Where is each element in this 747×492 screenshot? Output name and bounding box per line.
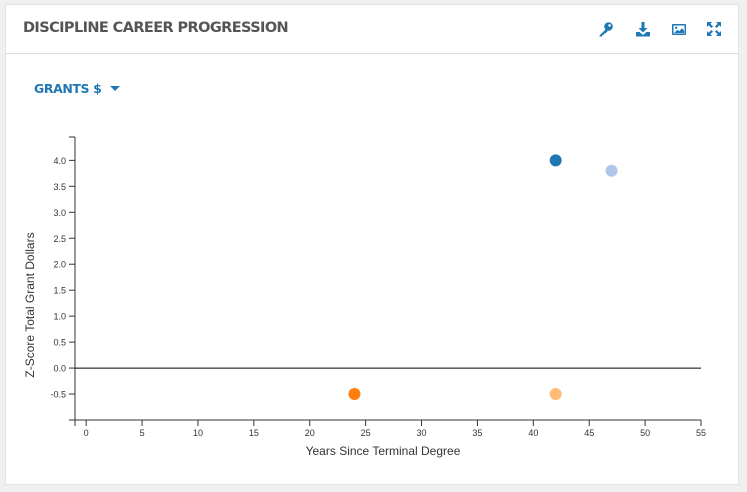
panel-title: DISCIPLINE CAREER PROGRESSION [23, 20, 289, 36]
x-tick-label: 5 [140, 428, 145, 438]
x-tick-label: 35 [472, 428, 482, 438]
x-tick-label: 20 [305, 428, 315, 438]
y-axis-title: Z-Score Total Grant Dollars [23, 232, 37, 377]
panel-header: DISCIPLINE CAREER PROGRESSION [6, 5, 738, 54]
y-tick-label: 0.0 [53, 364, 66, 374]
scatter-point [549, 388, 562, 401]
x-tick-label: 45 [584, 428, 594, 438]
x-tick-label: 15 [249, 428, 259, 438]
y-tick-label: -0.5 [50, 390, 66, 400]
x-tick-label: 40 [528, 428, 538, 438]
scatter-chart: -0.5 0.0 0.5 1.0 1.5 2.0 2.5 3.0 3.5 4.0 0 5 10 15 20 2… [23, 136, 706, 458]
scatter-point [605, 164, 618, 177]
metric-dropdown[interactable]: GRANTS $ [34, 81, 121, 96]
metric-dropdown-label: GRANTS $ [34, 81, 102, 96]
y-tick-label: 2.5 [53, 234, 66, 244]
y-tick-label: 2.0 [53, 260, 66, 270]
y-tick-label: 4.0 [53, 156, 66, 166]
x-tick-label: 30 [417, 428, 427, 438]
x-tick-label: 0 [84, 428, 89, 438]
expand-icon[interactable] [706, 21, 722, 37]
scatter-point [348, 388, 361, 401]
x-tick-label: 25 [361, 428, 371, 438]
y-tick-label: 1.0 [53, 312, 66, 322]
image-icon[interactable] [671, 21, 687, 37]
x-axis-title: Years Since Terminal Degree [306, 444, 461, 458]
y-tick-label: 1.5 [53, 286, 66, 296]
caret-down-icon [110, 86, 121, 91]
x-tick-label: 10 [193, 428, 203, 438]
scatter-point [549, 154, 562, 167]
y-tick-label: 3.0 [53, 208, 66, 218]
download-icon[interactable] [635, 21, 651, 37]
career-progression-panel: DISCIPLINE CAREER PROGRESSION GRANTS $ -… [5, 4, 739, 485]
y-tick-label: 0.5 [53, 338, 66, 348]
x-tick-label: 55 [696, 428, 706, 438]
x-tick-label: 50 [640, 428, 650, 438]
y-tick-label: 3.5 [53, 182, 66, 192]
key-icon[interactable] [598, 21, 614, 37]
